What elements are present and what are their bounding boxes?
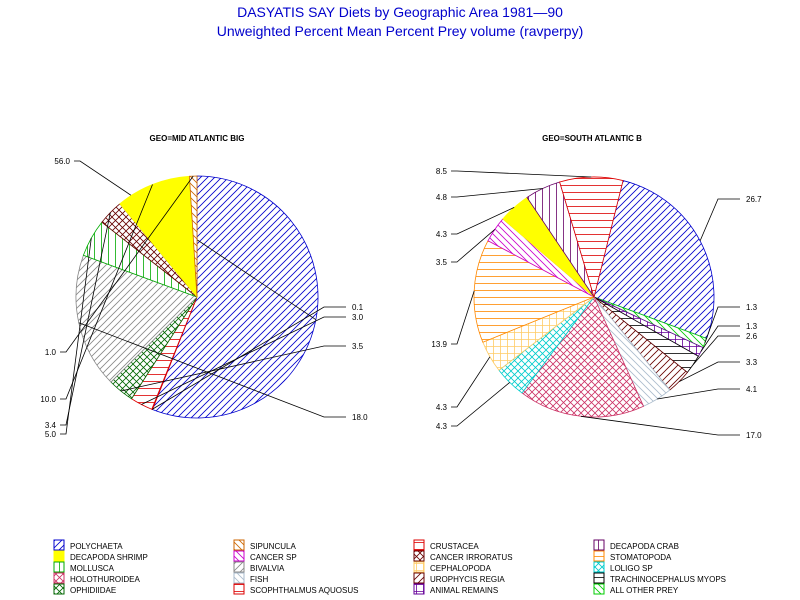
- pie-2-leader-line: [580, 415, 740, 436]
- legend-swatch: [233, 583, 245, 595]
- pie-1-value-label: 3.4: [45, 421, 57, 430]
- pie-2-value-label: 13.9: [431, 340, 447, 349]
- legend-swatch: [53, 550, 65, 562]
- pie-2-value-label: 17.0: [746, 431, 762, 440]
- legend-label: SIPUNCULA: [250, 542, 296, 551]
- pie-2-value-label: 26.7: [746, 195, 762, 204]
- pie-1-value-label: 56.0: [54, 157, 70, 166]
- pie-2-leader-line: [657, 388, 740, 400]
- pie-2-leader-line: [451, 188, 543, 198]
- pie-1-slice-sipuncula: [188, 175, 198, 298]
- pie-1-value-label: 0.1: [352, 303, 364, 312]
- pie-1-value-label: 3.0: [352, 313, 364, 322]
- chart-subtitle: Unweighted Percent Mean Percent Prey vol…: [217, 23, 584, 39]
- pie-2-slice-polychaeta: [593, 180, 715, 339]
- pie-1-value-label: 5.0: [45, 430, 57, 439]
- legend-swatch: [53, 583, 65, 595]
- pie-2-value-label: 4.1: [746, 385, 758, 394]
- legend-swatch: [413, 539, 425, 551]
- legend-label: SCOPHTHALMUS AQUOSUS: [250, 586, 358, 595]
- legend-label: FISH: [250, 575, 268, 584]
- pie-2-value-label: 1.3: [746, 322, 758, 331]
- legend: POLYCHAETA SIPUNCULA CRUSTACEA DECAPODA CRA…: [53, 539, 726, 595]
- legend-label: OPHIDIIDAE: [70, 586, 116, 595]
- pie-1-leader-line: [60, 212, 111, 426]
- pie-1-value-label: 10.0: [40, 395, 56, 404]
- legend-swatch: [413, 583, 425, 595]
- pie-2-value-label: 4.3: [436, 403, 448, 412]
- pie-1-value-label: 3.5: [352, 342, 364, 351]
- pie-2-value-label: 8.5: [436, 167, 448, 176]
- legend-swatch: [593, 572, 605, 584]
- pie-1-title: GEO=MID ATLANTIC BIG: [150, 134, 245, 143]
- pie-1-leader-line: [60, 175, 194, 353]
- legend-swatch: [413, 561, 425, 573]
- pie-2-value-label: 4.8: [436, 193, 448, 202]
- pie-2-value-label: 4.3: [436, 230, 448, 239]
- pie-1-leader-line: [120, 345, 346, 392]
- legend-swatch: [413, 550, 425, 562]
- pie-2-leader-line: [692, 335, 740, 365]
- pie-2-leader-line: [451, 229, 496, 263]
- legend-label: ALL OTHER PREY: [610, 586, 679, 595]
- pie-1-value-label: 18.0: [352, 413, 368, 422]
- legend-swatch: [593, 550, 605, 562]
- pie-chart-south-atlantic: 26.71.31.32.63.34.117.04.34.313.93.54.34…: [431, 167, 762, 440]
- legend-swatch: [233, 550, 245, 562]
- legend-swatch: [53, 572, 65, 584]
- pie-2-leader-line: [451, 356, 491, 408]
- legend-label: DECAPODA SHRIMP: [70, 553, 148, 562]
- pie-2-value-label: 4.3: [436, 422, 448, 431]
- legend-swatch: [53, 539, 65, 551]
- legend-label: CRUSTACEA: [430, 542, 479, 551]
- pie-1-leader-line: [151, 306, 346, 410]
- legend-label: STOMATOPODA: [610, 553, 672, 562]
- legend-label: POLYCHAETA: [70, 542, 123, 551]
- pie-2-value-label: 3.5: [436, 258, 448, 267]
- pie-2-title: GEO=SOUTH ATLANTIC B: [542, 134, 642, 143]
- legend-swatch: [593, 539, 605, 551]
- pie-1-leader-line: [141, 316, 346, 405]
- pie-2-value-label: 1.3: [746, 303, 758, 312]
- legend-label: TRACHINOCEPHALUS MYOPS: [610, 575, 726, 584]
- legend-swatch: [233, 572, 245, 584]
- legend-label: MOLLUSCA: [70, 564, 115, 573]
- pie-2-leader-line: [451, 290, 475, 345]
- legend-swatch: [53, 561, 65, 573]
- pie-2-leader-line: [451, 382, 510, 427]
- legend-label: UROPHYCIS REGIA: [430, 575, 505, 584]
- legend-label: LOLIGO SP: [610, 564, 653, 573]
- legend-swatch: [593, 583, 605, 595]
- legend-swatch: [233, 539, 245, 551]
- legend-label: CANCER IRRORATUS: [430, 553, 513, 562]
- pie-2-leader-line: [451, 170, 592, 178]
- pie-1-leader-line: [60, 237, 92, 435]
- legend-label: BIVALVIA: [250, 564, 285, 573]
- pie-2-slice-crustacea: [559, 176, 624, 299]
- legend-swatch: [233, 561, 245, 573]
- pie-2-leader-line: [704, 306, 740, 344]
- pie-2-leader-line: [700, 325, 740, 353]
- pie-2-value-label: 2.6: [746, 332, 758, 341]
- pie-2-leader-line: [451, 207, 515, 235]
- pie-2-leader-line: [699, 198, 740, 242]
- pie-chart-mid-atlantic: 56.0 0.13.0 3.5 18.0 5.03.4 10.0 1.0: [40, 157, 368, 439]
- legend-swatch: [413, 572, 425, 584]
- legend-swatch: [593, 561, 605, 573]
- legend-label: DECAPODA CRAB: [610, 542, 679, 551]
- legend-label: ANIMAL REMAINS: [430, 586, 498, 595]
- pie-1-leader-line: [74, 160, 317, 321]
- pie-1-leader-line: [78, 322, 346, 418]
- legend-label: CANCER SP: [250, 553, 297, 562]
- legend-label: HOLOTHUROIDEA: [70, 575, 140, 584]
- pie-2-value-label: 3.3: [746, 358, 758, 367]
- pie-1-value-label: 1.0: [45, 348, 57, 357]
- chart-title: DASYATIS SAY Diets by Geographic Area 19…: [237, 4, 563, 20]
- legend-label: CEPHALOPODA: [430, 564, 492, 573]
- pie-2-leader-line: [678, 361, 740, 383]
- pie-1-leader-line: [60, 184, 153, 400]
